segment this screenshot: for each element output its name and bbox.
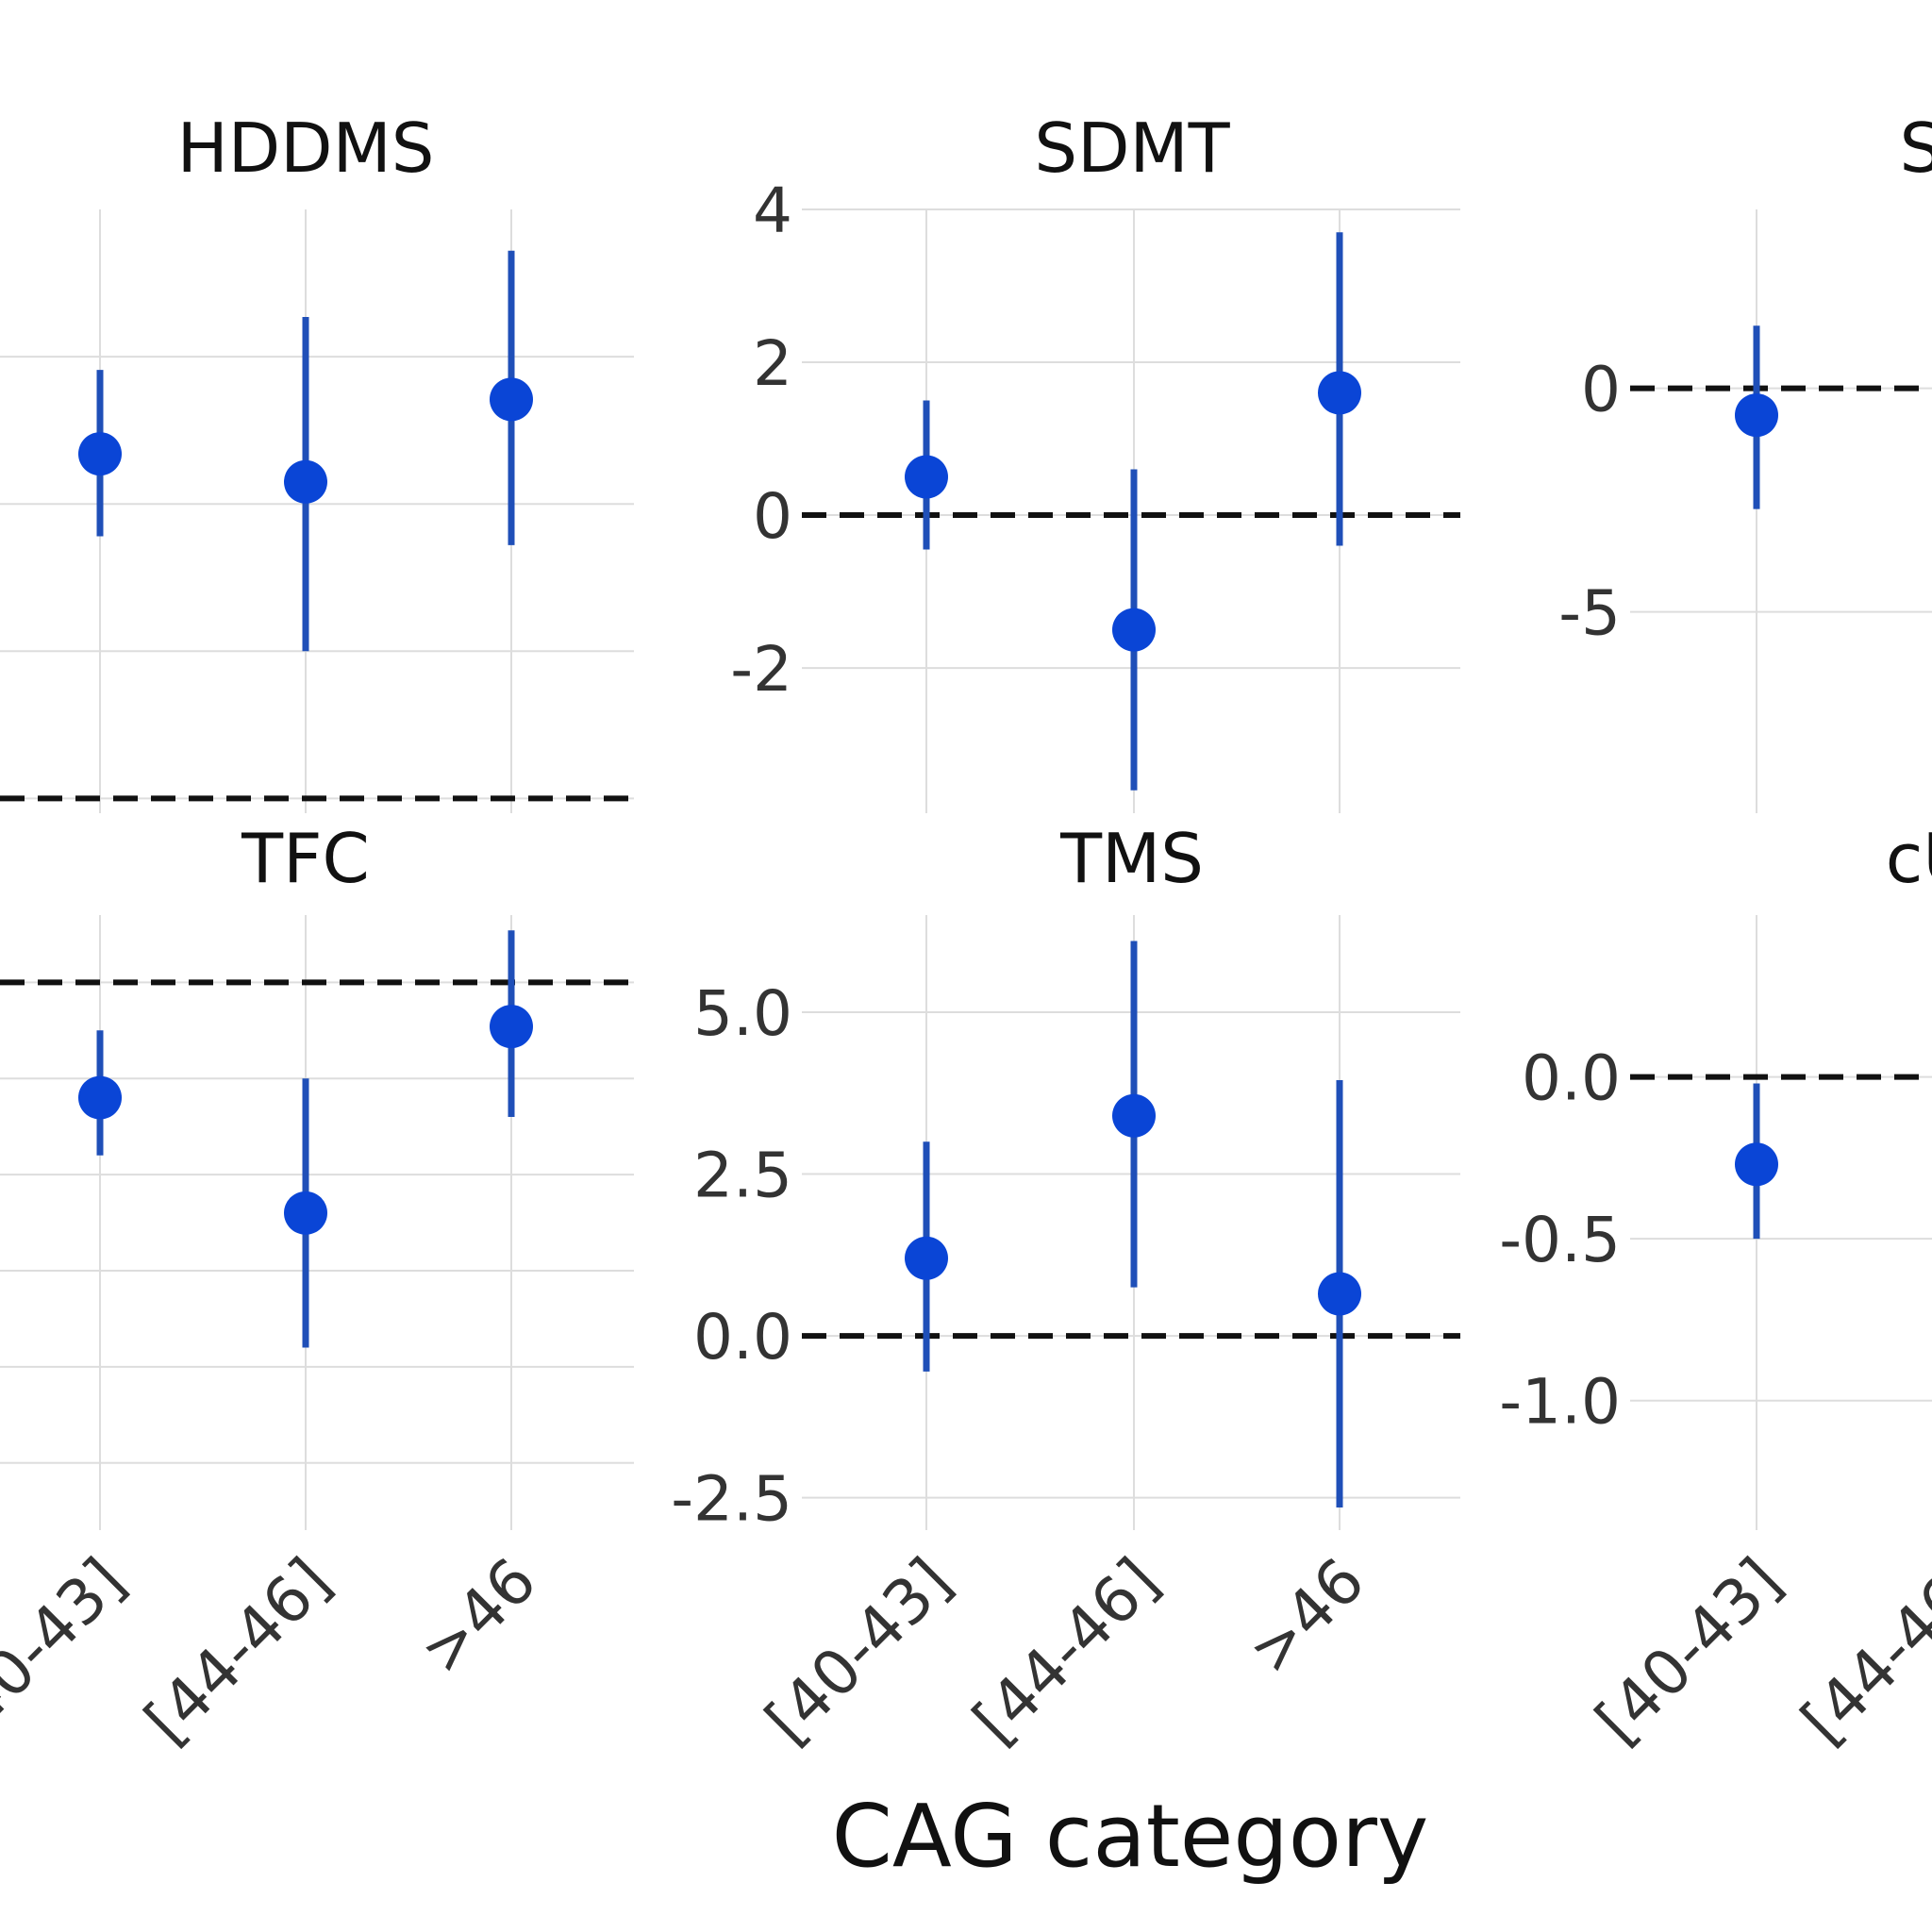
y-tick-label: 0 (753, 480, 792, 553)
data-point (1112, 608, 1156, 652)
data-point (78, 432, 122, 476)
x-tick-label: [40-43] (752, 1544, 965, 1757)
panel-title: HDDMS (177, 108, 435, 188)
x-tick-label: [44-46] (959, 1544, 1173, 1757)
y-tick-label: 2.5 (693, 1140, 792, 1212)
y-tick-label: -2.5 (671, 1463, 792, 1536)
data-point (905, 455, 948, 499)
x-axis-label: CAG category (832, 1786, 1429, 1887)
panel-title: TMS (1059, 819, 1204, 898)
data-point (78, 1075, 122, 1120)
y-tick-label: 4 (753, 175, 792, 247)
data-point (490, 377, 533, 422)
data-point (284, 1191, 327, 1235)
panel-title: TFC (241, 819, 370, 898)
data-point (1112, 1093, 1156, 1138)
y-tick-label: 0.0 (693, 1301, 792, 1374)
x-tick-label: >46 (406, 1544, 550, 1689)
data-point (284, 459, 327, 504)
x-tick-label: >46 (1234, 1544, 1378, 1689)
x-tick-label: [40-43] (0, 1544, 139, 1757)
x-tick-label: [44-46] (1788, 1544, 1932, 1757)
data-point (1318, 1272, 1361, 1316)
y-tick-label: -0.5 (1499, 1204, 1621, 1276)
y-tick-label: 5.0 (693, 977, 792, 1050)
data-point (905, 1236, 948, 1280)
y-tick-label: 0.0 (1522, 1042, 1621, 1115)
y-tick-label: 0 (1581, 354, 1621, 426)
data-point (1735, 393, 1778, 438)
data-point (1318, 371, 1361, 415)
data-point (1735, 1142, 1778, 1187)
panel-title: cUH (1886, 819, 1932, 898)
data-point (490, 1005, 533, 1049)
x-tick-label: [40-43] (1582, 1544, 1795, 1757)
y-tick-label: 2 (753, 327, 792, 400)
x-tick-label: [44-46] (131, 1544, 344, 1757)
panel-title: SW (1900, 108, 1932, 188)
y-tick-label: -5 (1558, 577, 1621, 650)
panel-title: SDMT (1034, 108, 1230, 188)
y-tick-label: -1.0 (1499, 1366, 1621, 1439)
y-tick-label: -2 (730, 633, 792, 706)
